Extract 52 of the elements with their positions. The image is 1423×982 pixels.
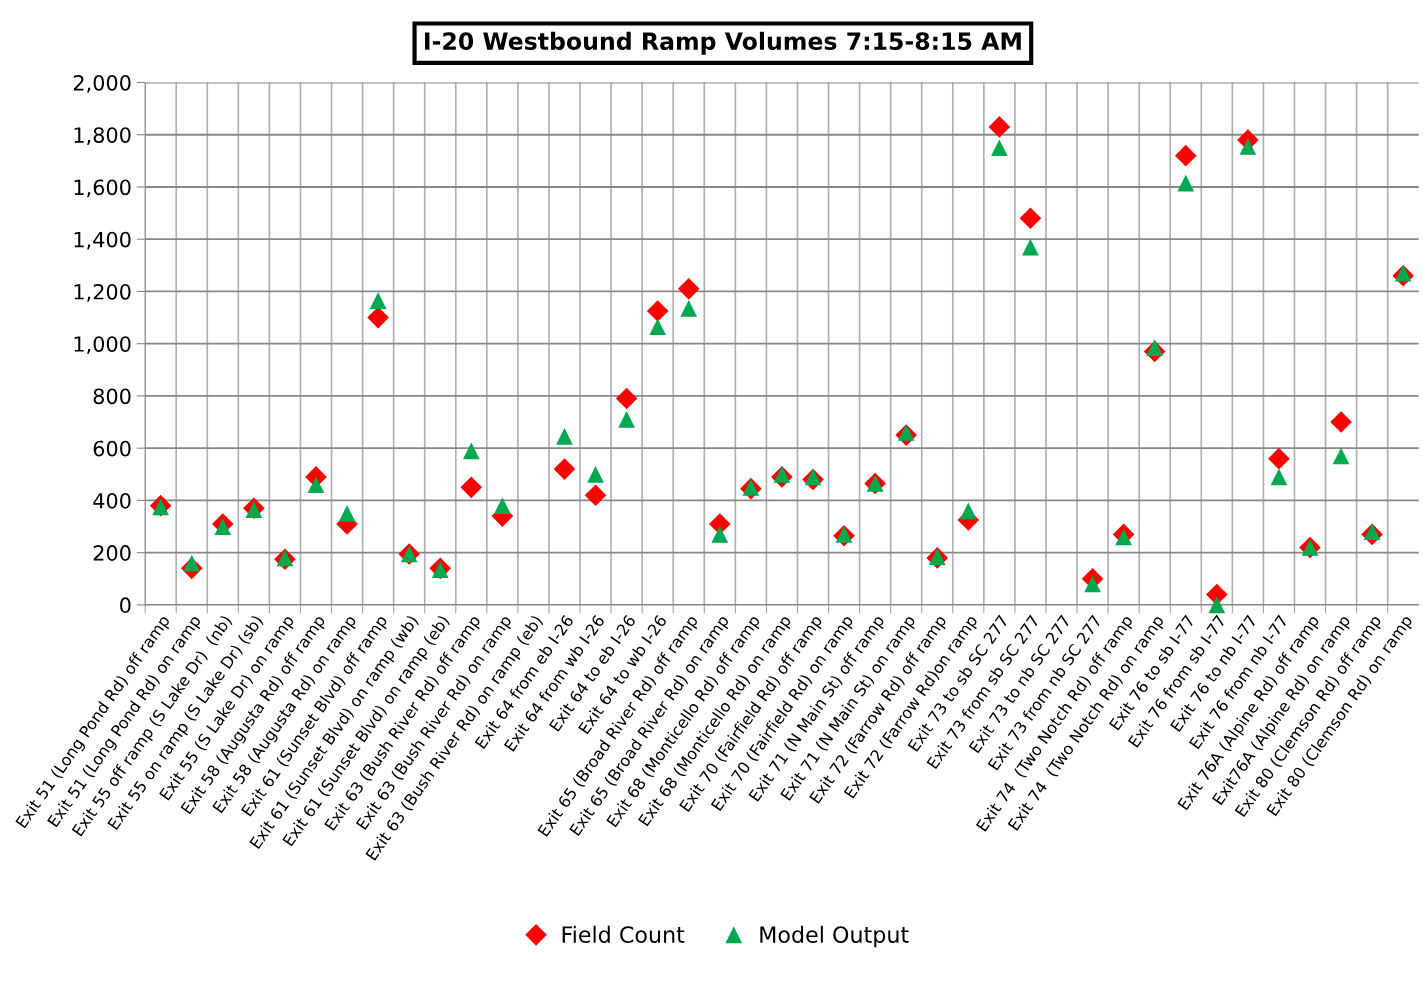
point <box>1022 238 1039 256</box>
point <box>1019 207 1042 230</box>
y-tick-label: 1,600 <box>74 179 131 198</box>
y-tick-label: 0 <box>120 597 131 614</box>
point <box>991 139 1008 157</box>
point <box>1268 447 1290 470</box>
point <box>1394 264 1412 282</box>
chart-title: I-20 Westbound Ramp Volumes 7:15-8:15 AM <box>424 31 1021 55</box>
point <box>615 387 638 410</box>
point <box>1208 596 1226 614</box>
point <box>556 428 573 445</box>
point <box>988 116 1011 138</box>
y-tick-label: 600 <box>93 440 131 457</box>
point <box>1177 174 1195 192</box>
y-tick-label: 1,200 <box>74 283 131 302</box>
point <box>711 526 729 543</box>
point <box>214 518 232 535</box>
y-tick-label: 1,000 <box>74 336 131 355</box>
point <box>553 458 576 480</box>
point <box>646 300 669 322</box>
point <box>307 476 325 494</box>
point <box>1174 144 1197 167</box>
point <box>618 411 635 428</box>
point <box>1084 575 1101 593</box>
y-tick-label: 400 <box>93 492 131 509</box>
y-tick-label: 1,800 <box>74 127 131 146</box>
point <box>1332 447 1350 465</box>
point <box>1270 468 1288 486</box>
point <box>584 484 607 507</box>
point <box>183 554 201 572</box>
point <box>494 497 511 514</box>
y-tick-label: 1,400 <box>74 231 131 250</box>
y-tick-label: 200 <box>93 545 131 561</box>
point <box>462 442 480 460</box>
legend-label: Field Count <box>562 925 685 943</box>
y-tick-label: 2,000 <box>73 74 131 93</box>
point <box>367 306 389 329</box>
point <box>338 505 356 522</box>
legend-label: Model Output <box>760 925 909 948</box>
point <box>773 465 791 483</box>
point <box>1146 339 1164 356</box>
point <box>1330 411 1352 433</box>
point <box>677 278 700 300</box>
point <box>1239 138 1257 155</box>
point <box>649 318 667 336</box>
point <box>460 476 483 499</box>
point <box>369 292 387 309</box>
point <box>959 502 977 520</box>
point <box>680 300 698 317</box>
point <box>587 465 604 483</box>
y-tick-label: 800 <box>93 388 131 405</box>
point <box>897 424 915 441</box>
